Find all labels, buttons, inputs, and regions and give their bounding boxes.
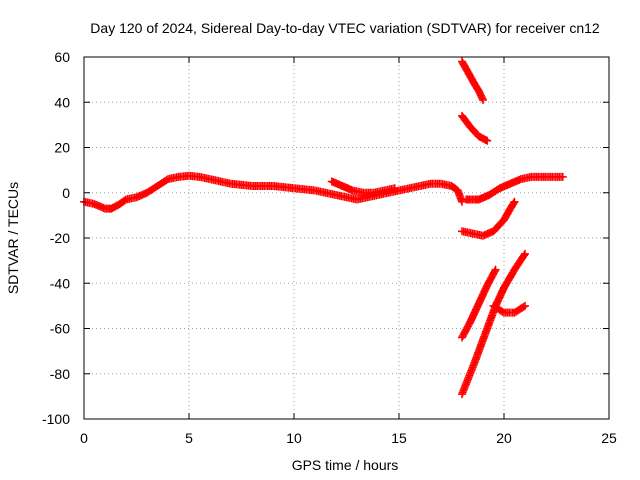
series-4 xyxy=(458,197,519,240)
data-point xyxy=(490,267,499,276)
x-tick-label: 0 xyxy=(80,430,88,446)
y-tick-label: 0 xyxy=(62,185,70,201)
data-point xyxy=(483,136,492,145)
y-axis-label: SDTVAR / TECUs xyxy=(5,182,21,294)
data-point xyxy=(390,184,399,193)
y-tick-label: -20 xyxy=(50,230,70,246)
x-tick-label: 15 xyxy=(391,430,407,446)
data-point xyxy=(509,199,518,208)
y-tick-label: -60 xyxy=(50,321,70,337)
data-point xyxy=(558,172,567,181)
y-tick-label: -100 xyxy=(42,411,70,427)
x-axis-label: GPS time / hours xyxy=(292,457,399,473)
y-tick-label: -40 xyxy=(50,275,70,291)
series-8 xyxy=(458,249,529,399)
data-point xyxy=(481,135,490,144)
axis-ticks: 0 5 10 15 20 25 -100 -80 -60 -40 -20 0 20 40 60 xyxy=(42,49,617,446)
series-7 xyxy=(458,265,500,342)
x-tick-label: 10 xyxy=(286,430,302,446)
series-2 xyxy=(327,177,399,197)
x-tick-label: 20 xyxy=(496,430,512,446)
data-points xyxy=(80,57,567,399)
x-tick-label: 25 xyxy=(601,430,617,446)
y-tick-label: 20 xyxy=(54,140,70,156)
series-1 xyxy=(80,171,466,213)
series-5 xyxy=(458,57,487,104)
data-point xyxy=(491,265,500,274)
data-point xyxy=(521,249,529,258)
data-point xyxy=(521,301,529,310)
data-point xyxy=(479,95,487,104)
chart-title: Day 120 of 2024, Sidereal Day-to-day VTE… xyxy=(90,20,600,36)
data-point xyxy=(510,197,519,206)
series-3 xyxy=(462,172,567,204)
data-point xyxy=(519,302,528,311)
x-tick-label: 5 xyxy=(185,430,193,446)
data-point xyxy=(458,197,466,206)
y-tick-label: 60 xyxy=(54,49,70,65)
series-6 xyxy=(458,111,492,145)
grid xyxy=(84,57,609,419)
series-9 xyxy=(489,301,529,317)
data-point xyxy=(520,251,529,260)
y-tick-label: -80 xyxy=(50,366,70,382)
y-tick-label: 40 xyxy=(54,94,70,110)
